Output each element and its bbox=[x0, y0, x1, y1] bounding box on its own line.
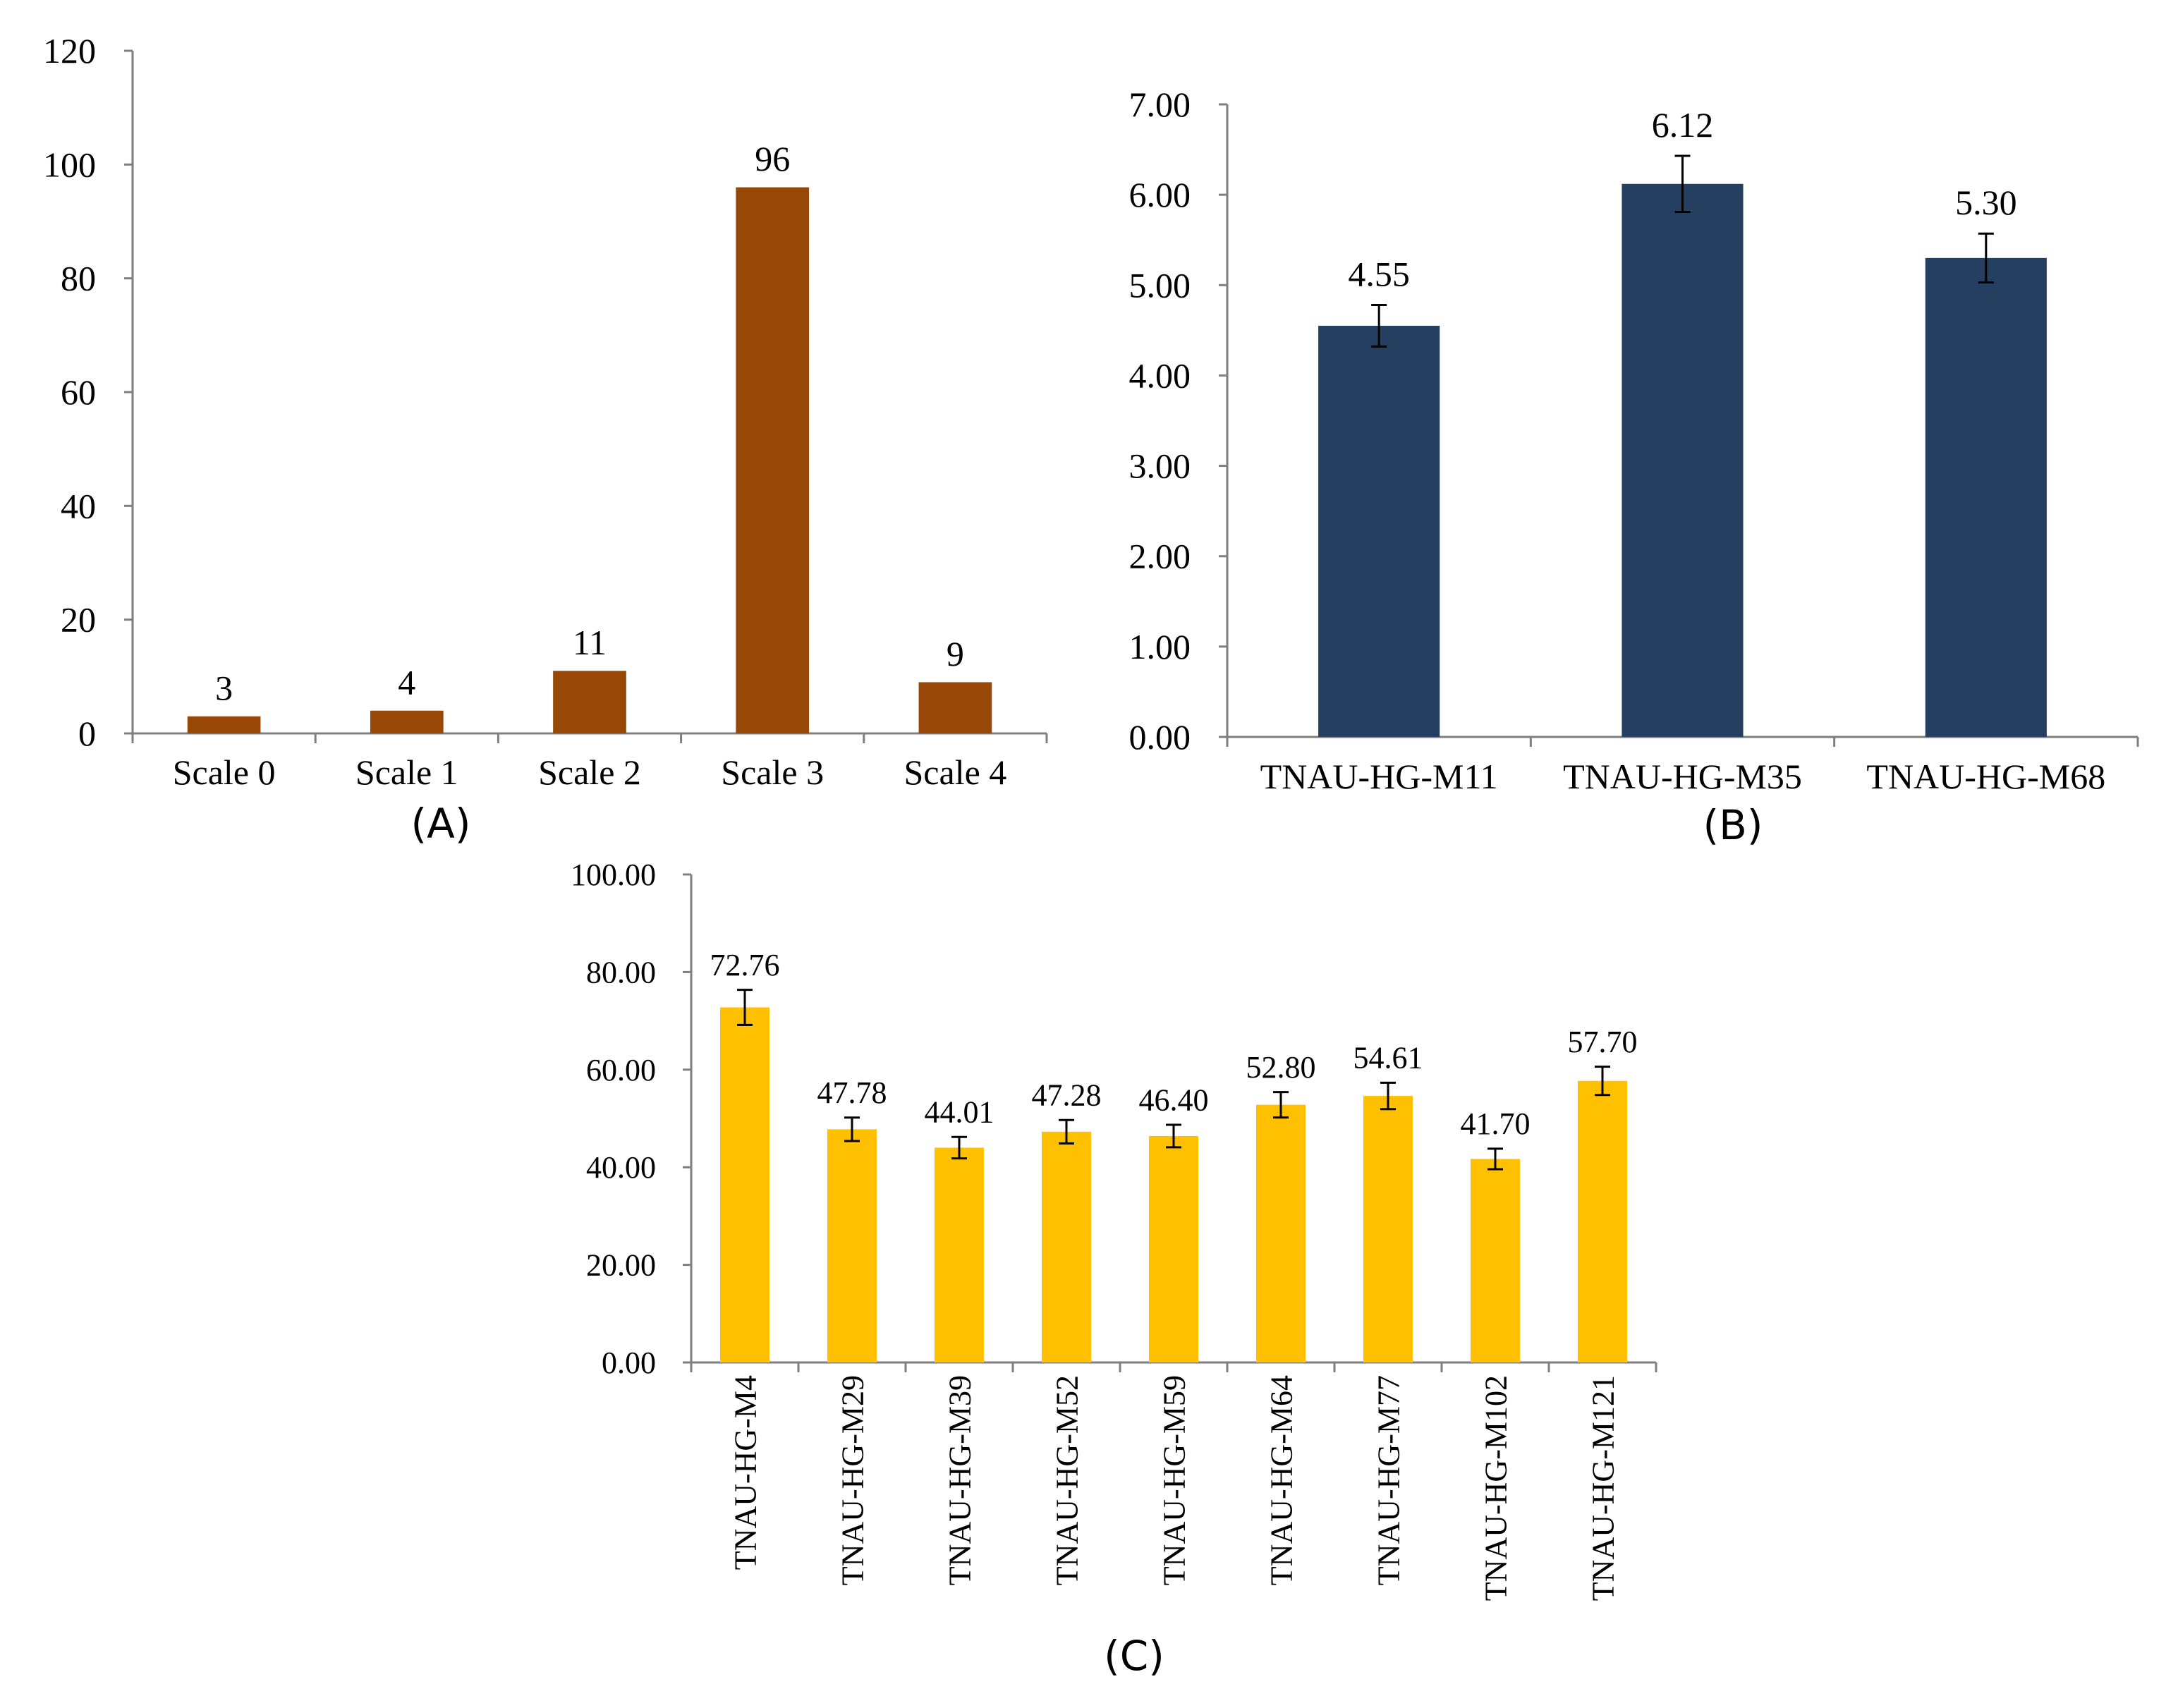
bar bbox=[736, 187, 810, 734]
bar bbox=[1363, 1096, 1413, 1362]
y-tick-label: 4.00 bbox=[1129, 355, 1191, 395]
category-label: TNAU-HG-M39 bbox=[942, 1375, 977, 1585]
y-tick-label: 40.00 bbox=[586, 1150, 656, 1185]
data-label: 47.78 bbox=[817, 1075, 887, 1110]
data-label: 72.76 bbox=[710, 948, 780, 982]
y-tick-label: 0.00 bbox=[602, 1346, 656, 1380]
data-label: 3 bbox=[215, 668, 233, 707]
data-label: 47.28 bbox=[1032, 1078, 1102, 1113]
y-tick-label: 60 bbox=[61, 372, 96, 412]
chart-panel-c: 0.00 20.00 40.00 60.00 80.00 100.00 72.76 TNAU-… bbox=[571, 858, 1657, 1680]
data-label: 96 bbox=[755, 139, 790, 178]
category-label: TNAU-HG-M29 bbox=[835, 1375, 870, 1585]
y-tick-label: 20 bbox=[61, 600, 96, 640]
category-label: Scale 2 bbox=[538, 752, 641, 792]
y-tick-label: 0.00 bbox=[1129, 717, 1191, 757]
bar bbox=[1578, 1080, 1627, 1362]
y-tick-label: 2.00 bbox=[1129, 537, 1191, 576]
data-label: 6.12 bbox=[1652, 105, 1714, 145]
category-label: Scale 4 bbox=[904, 752, 1007, 792]
bar bbox=[1925, 257, 2047, 737]
y-tick-label: 80 bbox=[61, 259, 96, 298]
bar bbox=[827, 1129, 877, 1362]
y-tick-label: 1.00 bbox=[1129, 627, 1191, 666]
data-label: 5.30 bbox=[1955, 183, 2017, 222]
bar bbox=[370, 710, 444, 733]
category-label: TNAU-HG-M59 bbox=[1157, 1375, 1191, 1585]
bar bbox=[553, 671, 626, 733]
data-label: 11 bbox=[573, 623, 607, 662]
data-label: 4 bbox=[398, 662, 415, 702]
bar bbox=[1471, 1159, 1520, 1362]
bar bbox=[1622, 183, 1744, 737]
y-tick-label: 0 bbox=[78, 714, 96, 753]
category-label: TNAU-HG-M35 bbox=[1563, 757, 1802, 796]
data-label: 52.80 bbox=[1246, 1050, 1316, 1085]
category-label: TNAU-HG-M11 bbox=[1260, 757, 1498, 796]
bar bbox=[1318, 325, 1440, 737]
data-label: 54.61 bbox=[1353, 1041, 1423, 1075]
data-label: 4.55 bbox=[1348, 254, 1410, 293]
y-tick-label: 20.00 bbox=[586, 1248, 656, 1283]
category-label: Scale 0 bbox=[173, 752, 276, 792]
data-label: 57.70 bbox=[1568, 1025, 1638, 1059]
data-label: 41.70 bbox=[1461, 1106, 1531, 1141]
data-label: 44.01 bbox=[925, 1095, 994, 1130]
y-tick-label: 100 bbox=[43, 145, 96, 184]
y-tick-label: 100.00 bbox=[571, 858, 656, 892]
chart-panel-b: 0.00 1.00 2.00 3.00 4.00 5.00 6.00 7.00 4.55 TNAU… bbox=[1129, 85, 2139, 849]
y-tick-label: 7.00 bbox=[1129, 85, 1191, 124]
category-label: TNAU-HG-M121 bbox=[1586, 1375, 1620, 1601]
bar bbox=[187, 716, 261, 733]
bar bbox=[1149, 1135, 1198, 1362]
y-tick-label: 6.00 bbox=[1129, 175, 1191, 214]
category-label: TNAU-HG-M77 bbox=[1371, 1375, 1406, 1585]
category-label: Scale 3 bbox=[721, 752, 824, 792]
bar bbox=[720, 1007, 769, 1362]
bar bbox=[1256, 1104, 1306, 1362]
data-label: 9 bbox=[947, 634, 964, 673]
category-label: TNAU-HG-M68 bbox=[1866, 757, 2105, 796]
panel-label: (C) bbox=[1104, 1632, 1164, 1680]
y-tick-label: 80.00 bbox=[586, 955, 656, 989]
y-tick-label: 40 bbox=[61, 486, 96, 525]
bar bbox=[918, 682, 992, 733]
panel-label: (B) bbox=[1703, 801, 1763, 849]
panel-label: (A) bbox=[411, 800, 471, 848]
y-tick-label: 5.00 bbox=[1129, 265, 1191, 305]
category-label: TNAU-HG-M4 bbox=[728, 1375, 762, 1570]
category-label: Scale 1 bbox=[355, 752, 458, 792]
bar bbox=[1042, 1131, 1091, 1362]
data-label: 46.40 bbox=[1139, 1082, 1209, 1117]
category-label: TNAU-HG-M102 bbox=[1478, 1375, 1513, 1601]
category-label: TNAU-HG-M64 bbox=[1264, 1375, 1298, 1585]
y-tick-label: 3.00 bbox=[1129, 446, 1191, 486]
chart-panel-a: 0 20 40 60 80 100 120 3 Scale 0 4 Scale 1 11 Scale 2… bbox=[43, 31, 1048, 848]
bar bbox=[935, 1147, 984, 1362]
category-label: TNAU-HG-M52 bbox=[1049, 1375, 1084, 1585]
y-tick-label: 60.00 bbox=[586, 1053, 656, 1087]
y-tick-label: 120 bbox=[43, 31, 96, 71]
